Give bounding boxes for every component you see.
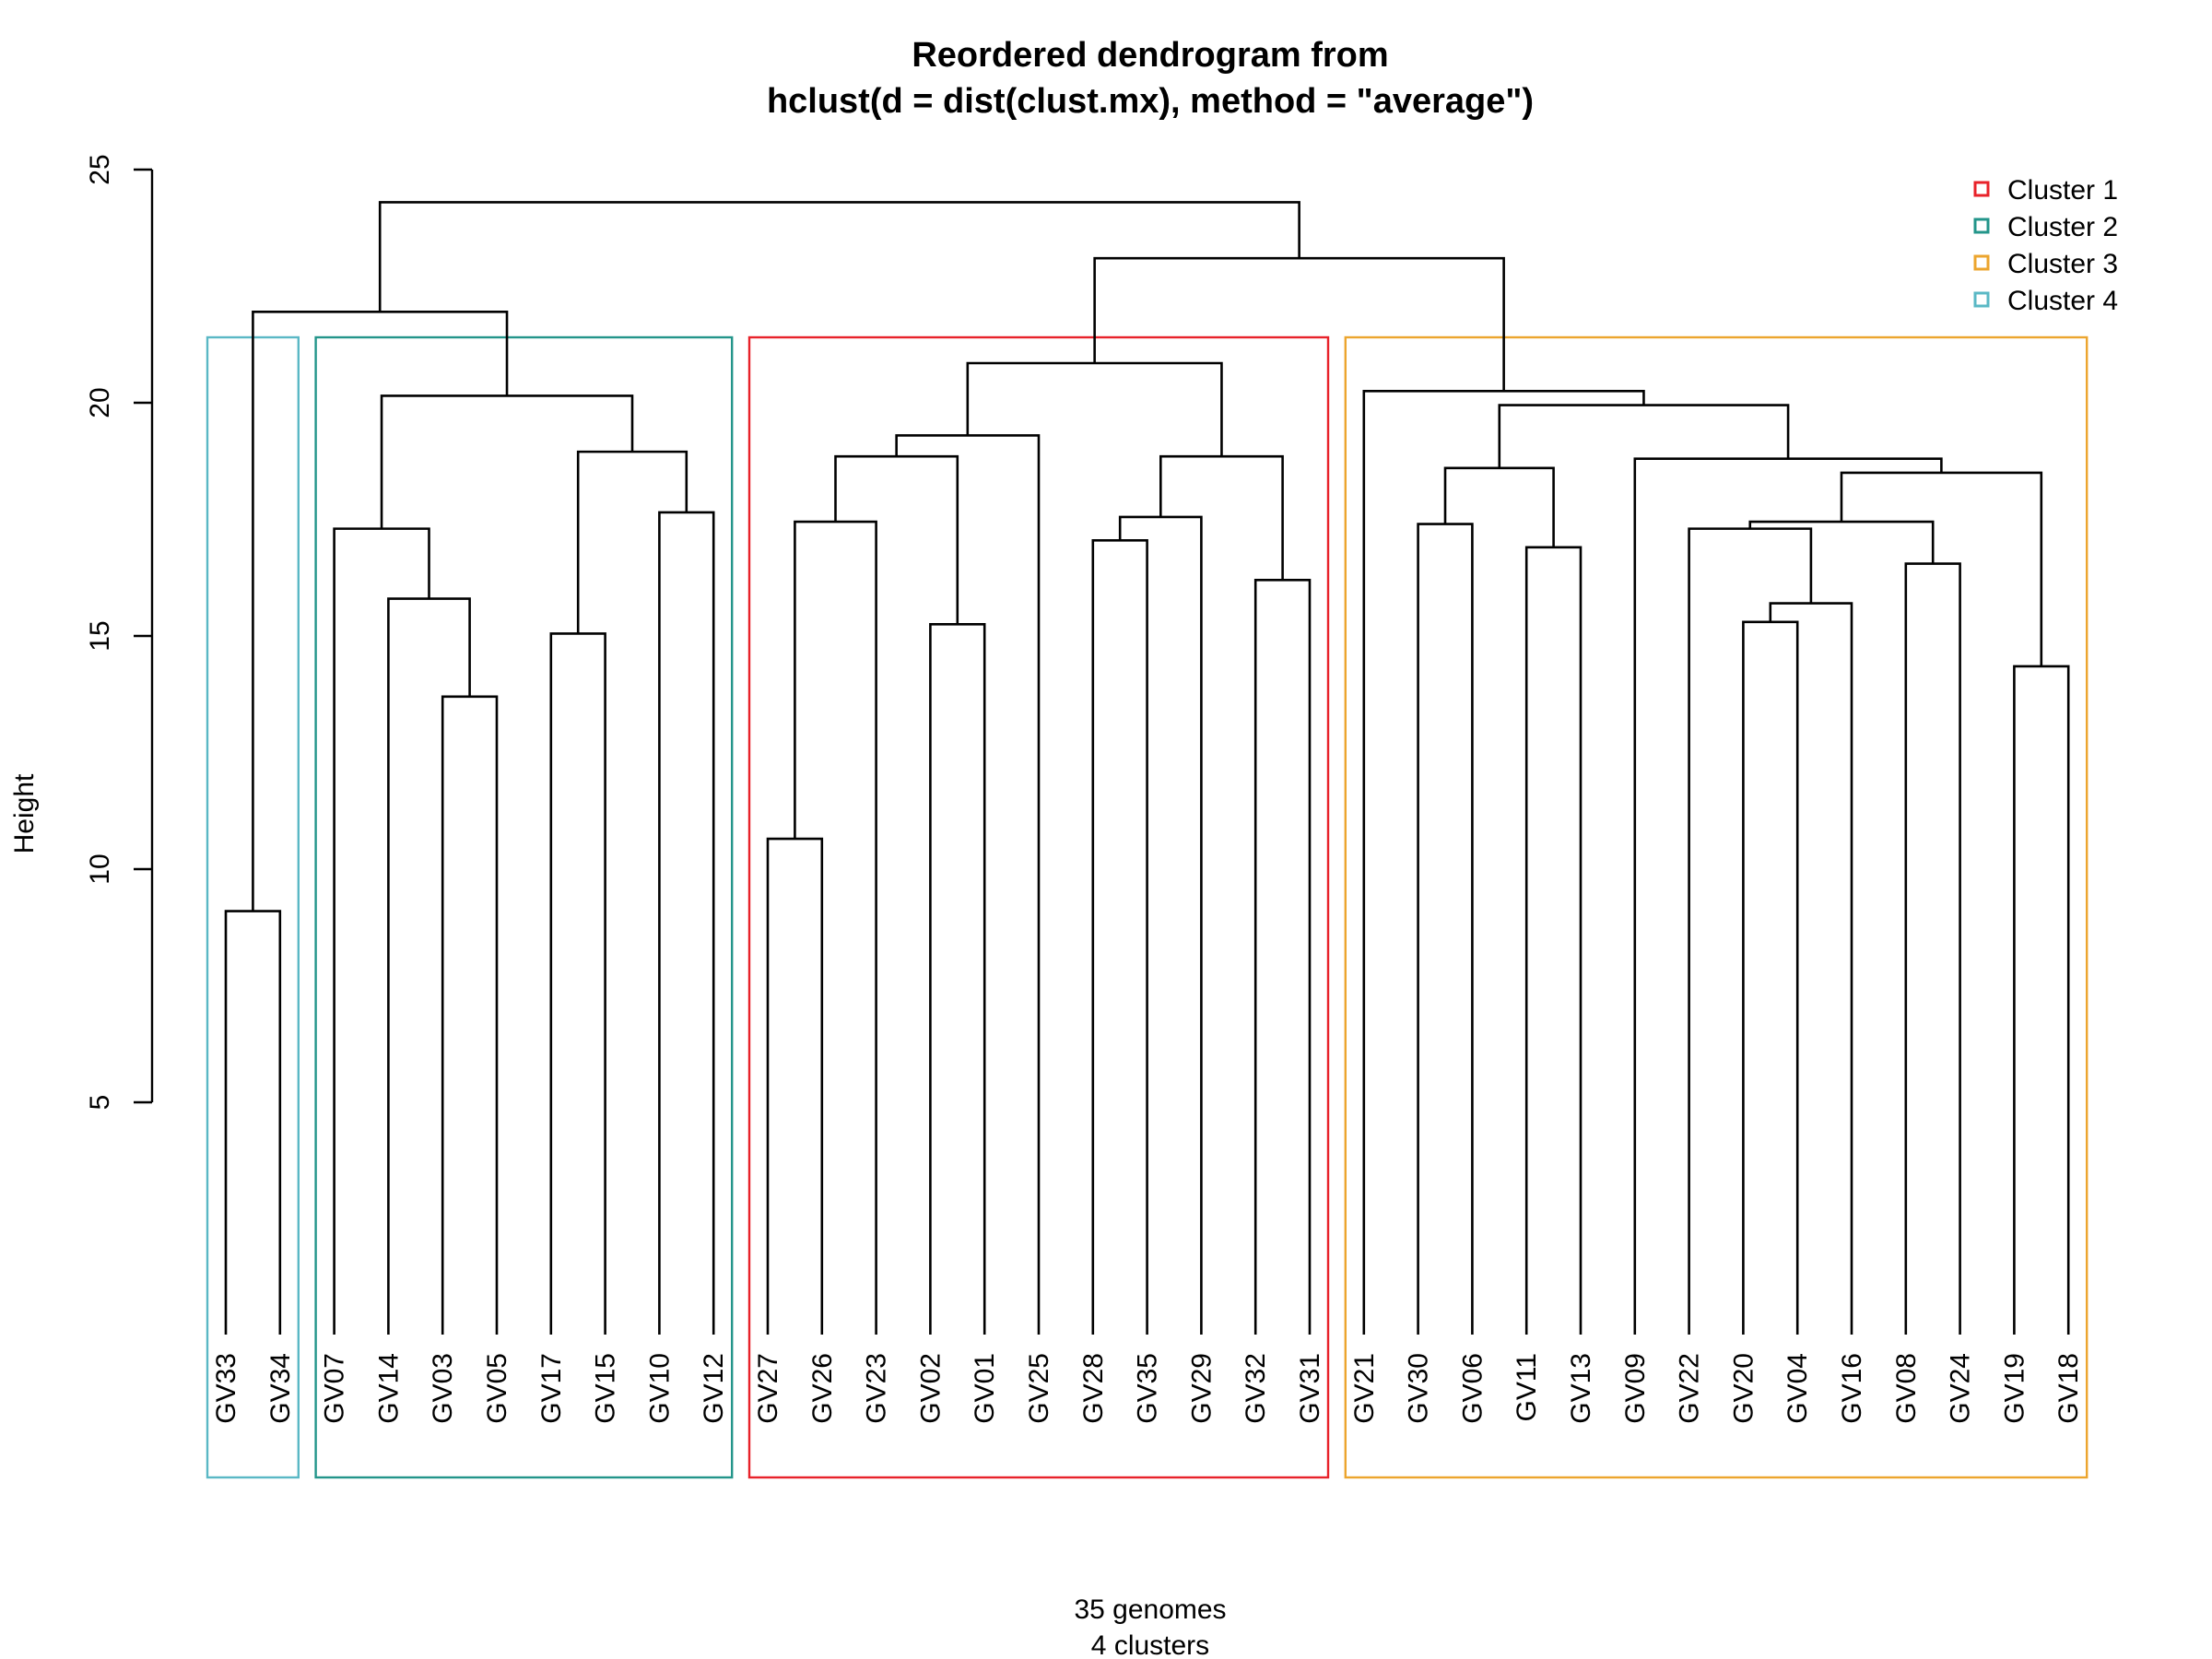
legend: Cluster 1 Cluster 2 Cluster 3 Cluster 4: [1973, 175, 2118, 316]
merge-c3: [929, 623, 986, 1335]
chart-title-line-1: Reordered dendrogram from: [912, 36, 1388, 75]
leaf-label-gv10: GV10: [644, 1353, 675, 1424]
y-tick-label: 5: [85, 1095, 115, 1111]
y-axis: 5 10 15 20 25: [85, 154, 154, 1111]
legend-swatch-1: [1973, 181, 1990, 197]
merge-d1: [1417, 523, 1474, 1335]
leaf-label-gv13: GV13: [1566, 1353, 1596, 1424]
x-axis-label-line-1: 35 genomes: [1074, 1594, 1226, 1625]
leaf-label-gv29: GV29: [1186, 1353, 1217, 1424]
merge-c7: [1118, 515, 1203, 1335]
merge-d10: [1840, 471, 2043, 666]
merge-d2: [1524, 546, 1583, 1335]
leaf-label-gv22: GV22: [1675, 1353, 1705, 1424]
merge-c4: [834, 454, 959, 625]
leaf-label-gv08: GV08: [1891, 1353, 1922, 1424]
leaf-label-gv14: GV14: [373, 1353, 404, 1424]
merge-b1: [441, 695, 499, 1335]
merge-b3: [333, 527, 430, 1335]
merge-b7: [380, 394, 634, 529]
leaf-label-gv18: GV18: [2053, 1353, 2084, 1424]
merge-c2: [794, 520, 877, 1335]
leaf-label-gv25: GV25: [1024, 1353, 1054, 1424]
cluster-box-2: [314, 335, 734, 1479]
leaf-label-gv23: GV23: [862, 1353, 892, 1424]
merge-c8: [1253, 578, 1312, 1335]
leaf-label-gv35: GV35: [1133, 1353, 1163, 1424]
y-tick-label: 25: [85, 154, 115, 184]
leaf-label-gv01: GV01: [970, 1353, 1000, 1424]
cluster-boxes: [206, 335, 2088, 1479]
leaf-label-gv11: GV11: [1512, 1353, 1542, 1422]
merge-d6: [1688, 527, 1813, 1335]
merge-a1: [224, 910, 282, 1335]
leaf-label-gv26: GV26: [807, 1353, 838, 1424]
merge-d9: [2013, 665, 2070, 1335]
legend-swatch-4: [1973, 291, 1990, 308]
y-tick-label: 20: [85, 387, 115, 418]
merge-c1: [766, 837, 824, 1335]
y-axis-label: Height: [9, 773, 40, 853]
merge-d4: [1742, 620, 1799, 1335]
merge-d3: [1443, 466, 1555, 547]
leaf-label-gv07: GV07: [320, 1353, 350, 1424]
leaf-label-gv05: GV05: [482, 1353, 512, 1424]
leaf-label-gv27: GV27: [753, 1353, 783, 1424]
leaf-label-gv12: GV12: [699, 1353, 729, 1424]
merge-b4: [549, 632, 606, 1335]
leaf-label-gv34: GV34: [265, 1353, 296, 1424]
merge-b6: [576, 450, 688, 634]
leaf-label-gv28: GV28: [1078, 1353, 1109, 1424]
merge-d7: [1904, 562, 1961, 1335]
leaf-label-gv21: GV21: [1349, 1353, 1380, 1424]
legend-swatch-3: [1973, 254, 1990, 271]
merge-b5: [658, 511, 715, 1335]
merge-d5: [1769, 602, 1853, 1335]
leaf-label-gv24: GV24: [1946, 1353, 1976, 1424]
legend-label-1: Cluster 1: [2007, 175, 2118, 206]
y-tick-label: 10: [85, 853, 115, 884]
x-axis-label-line-2: 4 clusters: [1091, 1630, 1209, 1659]
leaf-labels: GV33 GV34 GV07 GV14 GV03 GV05 GV17 GV15 GV10 GV12…: [211, 1353, 2084, 1424]
legend-swatch-2: [1973, 218, 1990, 234]
leaf-label-gv30: GV30: [1404, 1353, 1434, 1424]
merge-c10: [966, 361, 1223, 457]
merge-c6: [1091, 538, 1148, 1335]
dendrogram-tree: [224, 201, 2070, 1335]
leaf-label-gv03: GV03: [428, 1353, 458, 1424]
y-tick-label: 15: [85, 620, 115, 651]
leaf-label-gv20: GV20: [1728, 1353, 1759, 1424]
leaf-label-gv15: GV15: [591, 1353, 621, 1424]
leaf-label-gv32: GV32: [1241, 1353, 1271, 1424]
leaf-label-gv17: GV17: [536, 1353, 567, 1424]
cluster-box-1: [747, 335, 1330, 1479]
merge-c5: [895, 434, 1041, 1335]
leaf-label-gv09: GV09: [1620, 1353, 1651, 1424]
merge-b2: [387, 597, 471, 1335]
merge-d11: [1633, 457, 1943, 1335]
leaf-label-gv33: GV33: [211, 1353, 241, 1424]
merge-e1: [1093, 256, 1505, 392]
legend-label-3: Cluster 3: [2007, 249, 2118, 279]
merge-e3: [378, 201, 1300, 312]
leaf-label-gv31: GV31: [1295, 1353, 1325, 1424]
merge-d13: [1362, 390, 1645, 1335]
legend-label-2: Cluster 2: [2007, 212, 2118, 242]
leaf-label-gv02: GV02: [915, 1353, 946, 1424]
leaf-label-gv16: GV16: [1837, 1353, 1867, 1424]
leaf-label-gv06: GV06: [1457, 1353, 1488, 1424]
leaf-label-gv04: GV04: [1783, 1353, 1813, 1424]
leaf-label-gv19: GV19: [1999, 1353, 2030, 1424]
legend-label-4: Cluster 4: [2007, 286, 2118, 316]
cluster-box-3: [1344, 335, 2088, 1479]
chart-title-line-2: hclust(d = dist(clust.mx), method = "ave…: [767, 82, 1534, 121]
